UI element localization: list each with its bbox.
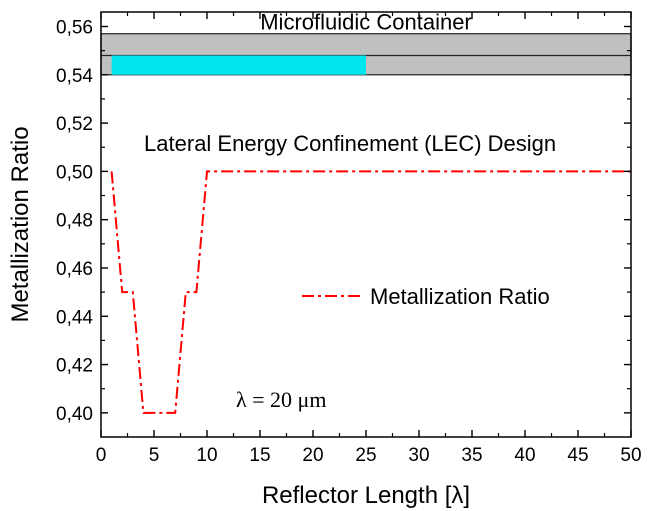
container-layer	[100, 33, 632, 76]
y-tick-label: 0,46	[56, 259, 93, 280]
x-tick-label: 0	[96, 445, 107, 466]
x-tick-label: 40	[514, 445, 535, 466]
y-tick-label: 0,52	[56, 114, 93, 135]
x-tick-label: 10	[196, 445, 217, 466]
annotation-lambda: λ = 20 μm	[236, 387, 326, 412]
annotation-design: Lateral Energy Confinement (LEC) Design	[144, 131, 556, 156]
x-tick-label: 5	[149, 445, 160, 466]
x-tick-label: 15	[249, 445, 270, 466]
x-tick-label: 50	[620, 445, 641, 466]
text-layer: 0 5 10 15 20 25 30 35 40 45 50 0,40 0,42 0,44 0,46 0,48…	[56, 10, 642, 466]
legend-label: Metallization Ratio	[370, 284, 550, 309]
y-axis-title: Metallization Ratio	[7, 126, 34, 322]
y-tick-label: 0,54	[56, 66, 93, 87]
y-tick-label: 0,40	[56, 404, 93, 425]
legend: Metallization Ratio	[302, 284, 550, 309]
y-tick-label: 0,48	[56, 211, 93, 232]
x-tick-label: 35	[461, 445, 482, 466]
x-tick-label: 45	[567, 445, 588, 466]
y-tick-label: 0,50	[56, 162, 93, 183]
x-tick-label: 20	[302, 445, 323, 466]
x-tick-label: 25	[355, 445, 376, 466]
y-tick-label: 0,44	[56, 307, 93, 328]
tick-layer	[100, 12, 632, 437]
container-label: Microfluidic Container	[260, 10, 472, 35]
x-tick-label: 30	[408, 445, 429, 466]
x-axis-title: Reflector Length [λ]	[262, 482, 470, 509]
y-tick-label: 0,42	[56, 356, 93, 377]
y-tick-label: 0,56	[56, 17, 93, 38]
plot-frame	[100, 11, 632, 438]
highlight-bar	[111, 55, 366, 75]
